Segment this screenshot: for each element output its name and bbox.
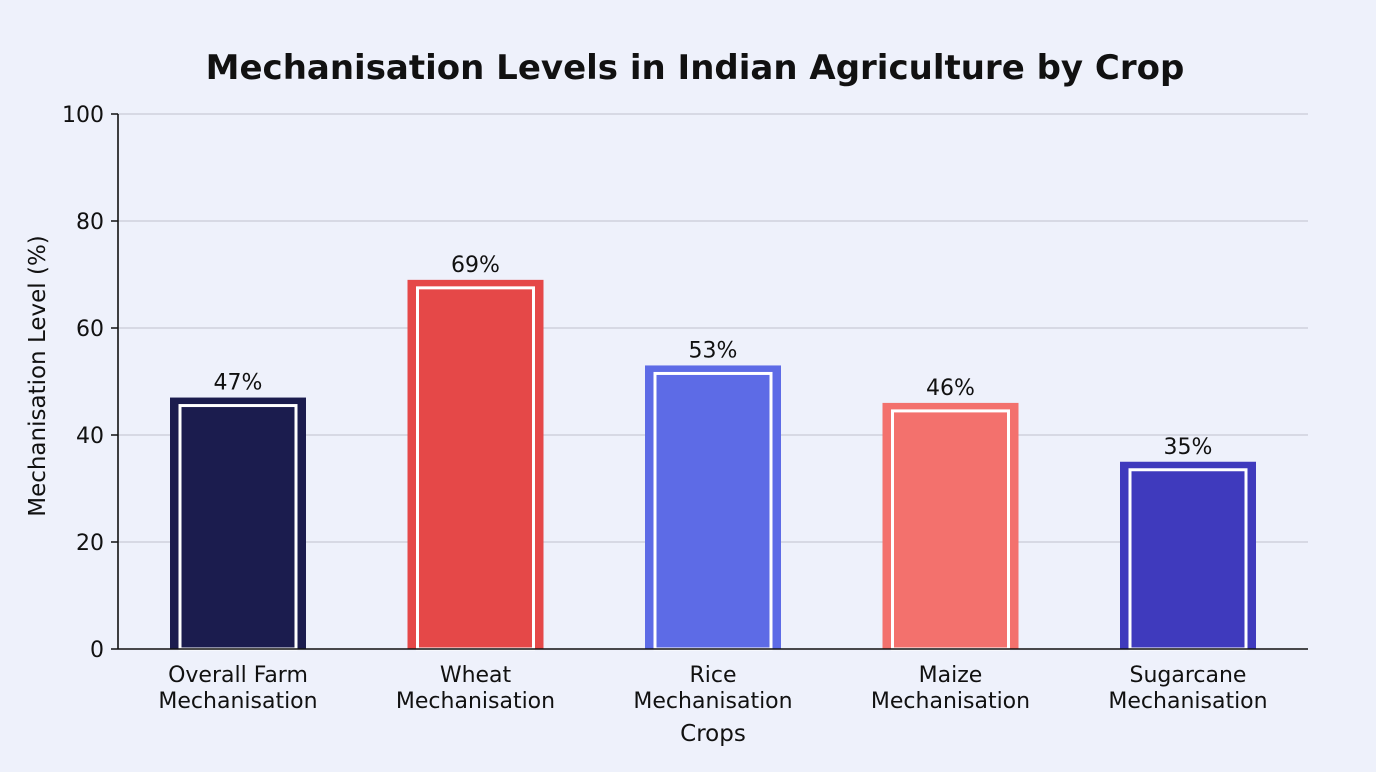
x-category-label-line: Mechanisation (158, 689, 317, 714)
x-category-label-line: Mechanisation (1108, 689, 1267, 714)
x-category-label: Overall Farm Mechanisation (158, 663, 317, 714)
axes (117, 114, 1308, 650)
x-category-label-line: Rice (689, 663, 736, 688)
x-axis-title: Crops (680, 721, 746, 747)
data-label: 35% (1164, 435, 1213, 460)
y-tick-label: 20 (76, 531, 104, 556)
bar (1120, 461, 1256, 649)
y-tick-label: 0 (90, 638, 104, 663)
x-category-label: Wheat Mechanisation (396, 663, 555, 714)
data-label: 46% (926, 376, 975, 401)
y-axis-title: Mechanisation Level (%) (25, 235, 51, 517)
x-category-label-line: Sugarcane (1130, 663, 1247, 688)
data-label: 47% (214, 371, 263, 396)
y-tick-label: 80 (76, 210, 104, 235)
y-tick-label: 60 (76, 317, 104, 342)
bar (407, 279, 544, 649)
grid-lines (118, 113, 1308, 543)
x-category-label: Maize Mechanisation (871, 663, 1030, 714)
x-category-label: Rice Mechanisation (633, 663, 792, 714)
bars (170, 279, 1256, 651)
bar (645, 365, 781, 649)
x-category-label-line: Overall Farm (168, 663, 308, 688)
bar (170, 397, 306, 649)
x-category-label-line: Mechanisation (633, 689, 792, 714)
x-category-label-line: Mechanisation (871, 689, 1030, 714)
y-ticks: 0 20 40 60 80 100 (62, 103, 118, 663)
data-label: 53% (689, 338, 738, 363)
chart-title: Mechanisation Levels in Indian Agricultu… (206, 48, 1185, 88)
y-tick-label: 40 (76, 424, 104, 449)
x-category-label-line: Mechanisation (396, 689, 555, 714)
x-category-label-line: Wheat (440, 663, 512, 688)
data-label: 69% (451, 253, 500, 278)
bar (882, 402, 1019, 649)
data-labels: 47% 69% 53% 46% 35% (214, 253, 1213, 460)
x-category-label-line: Maize (919, 663, 983, 688)
x-category-label: Sugarcane Mechanisation (1108, 663, 1267, 714)
y-tick-label: 100 (62, 103, 104, 128)
